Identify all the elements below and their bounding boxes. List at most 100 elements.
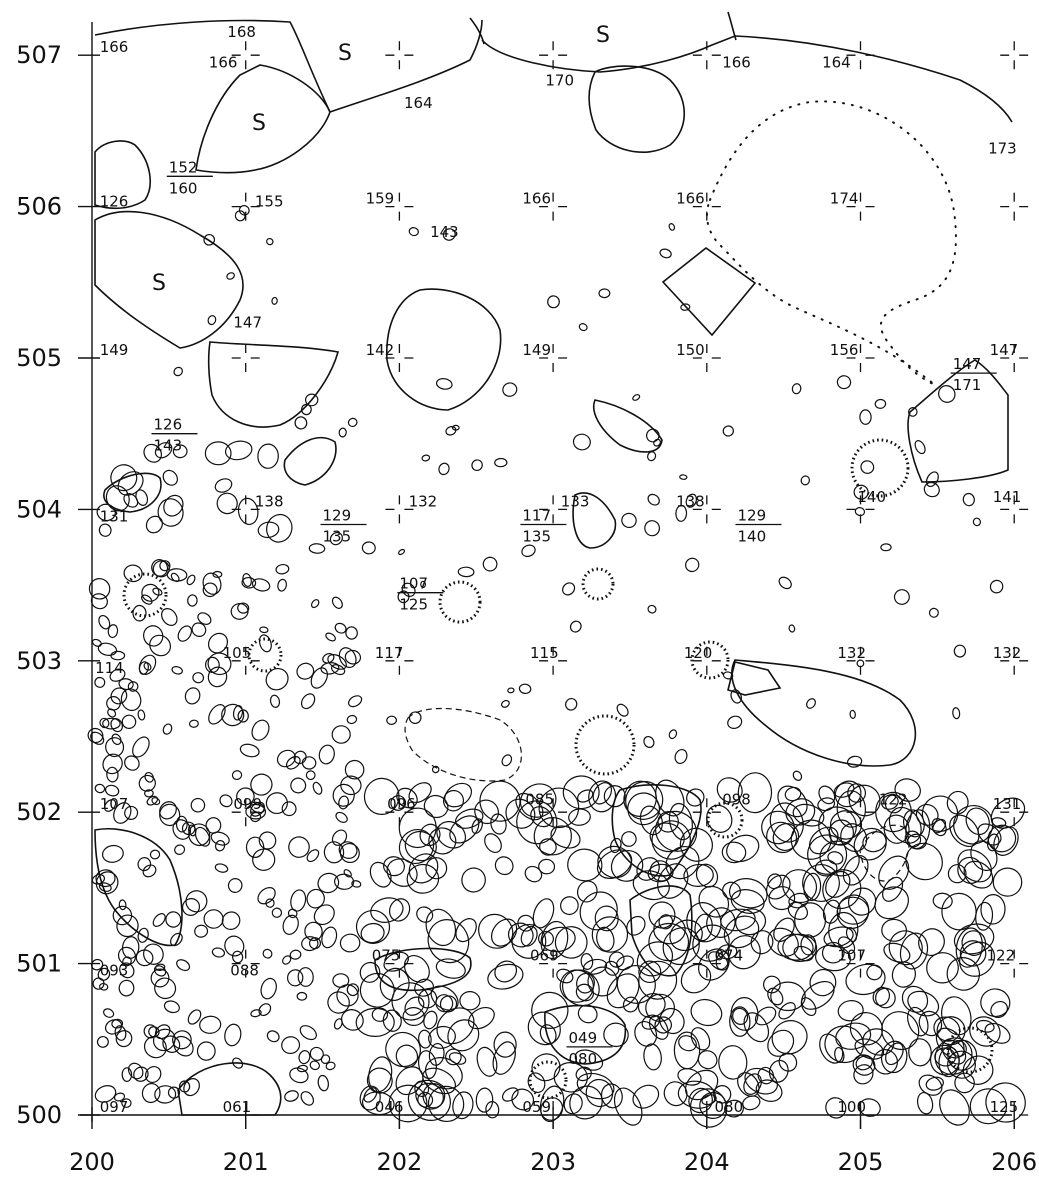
grid-cross <box>692 798 721 827</box>
elevation-label: 142 <box>366 341 395 359</box>
cobble <box>241 576 257 589</box>
cobble <box>331 596 343 609</box>
fraction-top: 126 <box>154 416 183 434</box>
cobble <box>679 827 713 862</box>
cobble <box>143 625 164 647</box>
cobble <box>969 1088 1008 1125</box>
cobble <box>144 1065 162 1084</box>
cobble <box>874 886 909 920</box>
cobble <box>947 864 967 884</box>
cobble <box>677 1068 702 1086</box>
cobble <box>825 870 851 898</box>
cobble <box>258 634 272 653</box>
cobble <box>163 1000 180 1014</box>
elevation-label: 085 <box>525 791 554 809</box>
stone-label-s: S <box>596 23 610 48</box>
cobble <box>716 777 743 803</box>
cobble <box>800 934 817 956</box>
cobble <box>436 1007 475 1045</box>
cobble <box>761 810 795 845</box>
y-tick-label: 507 <box>16 41 62 69</box>
cobble <box>143 1024 158 1039</box>
cobble <box>127 681 139 692</box>
cobble <box>637 993 666 1018</box>
cobble <box>447 1019 480 1052</box>
cobble <box>323 841 345 864</box>
cobble <box>118 899 127 911</box>
cobble <box>459 991 481 1011</box>
cobble <box>423 794 449 819</box>
cobble <box>282 914 299 935</box>
cobble <box>603 1022 629 1048</box>
cobble <box>655 779 685 817</box>
cobble <box>110 718 124 733</box>
cobble <box>294 416 308 430</box>
hatched-pit-4 <box>574 714 636 776</box>
stone-s-b <box>94 210 244 349</box>
cobble <box>853 1064 874 1085</box>
cobble <box>398 807 437 849</box>
cobble <box>204 656 220 673</box>
cobble <box>837 936 856 955</box>
cobble <box>975 1019 995 1033</box>
cobble <box>143 443 163 463</box>
elevation-label: 138 <box>255 492 284 510</box>
cobble <box>329 531 343 546</box>
special-features <box>122 100 994 1100</box>
cobble <box>596 926 615 952</box>
cobble <box>963 860 994 889</box>
stone-center-bottom <box>629 885 693 977</box>
cobble <box>188 823 211 847</box>
cobble <box>214 863 229 873</box>
cobble <box>207 652 232 676</box>
grid-cross <box>1000 495 1029 524</box>
elevation-label: 131 <box>993 795 1022 813</box>
cobble <box>144 771 154 783</box>
cobble <box>907 990 940 1017</box>
cobble <box>490 918 518 947</box>
cobble <box>949 814 980 847</box>
elevation-label: 097 <box>100 1098 129 1116</box>
cobble <box>346 714 358 725</box>
cobble <box>231 950 244 964</box>
elevation-label: 115 <box>530 644 559 662</box>
cobble <box>527 1072 546 1094</box>
cobble <box>285 756 301 770</box>
cobble <box>825 1097 847 1119</box>
cobble <box>266 237 274 246</box>
cobble <box>852 1054 876 1076</box>
fraction-bottom: 160 <box>169 179 198 197</box>
cobble <box>685 557 700 573</box>
cobble <box>824 1025 865 1064</box>
cobble <box>173 366 183 377</box>
cobble <box>173 1035 194 1057</box>
cobble <box>177 625 193 642</box>
elevation-label: 149 <box>522 341 551 359</box>
cobble <box>231 770 243 781</box>
cobble <box>598 288 611 299</box>
cobble <box>438 462 450 476</box>
cobble <box>708 951 729 971</box>
cobble <box>408 227 419 237</box>
cobble <box>90 731 105 745</box>
cobble <box>320 662 340 675</box>
cobble <box>359 961 381 983</box>
cobble <box>224 1023 242 1047</box>
cobble <box>594 905 619 932</box>
cobble <box>770 981 806 1012</box>
cobble <box>124 755 140 771</box>
cobble <box>793 945 814 962</box>
cobble <box>931 818 947 837</box>
cobble <box>427 1085 465 1123</box>
cobble <box>718 1045 748 1080</box>
cobble <box>258 831 277 850</box>
cobble <box>684 1069 719 1101</box>
fraction-top: 129 <box>323 507 352 525</box>
cobble <box>726 834 760 863</box>
cobble <box>104 784 120 797</box>
cobble <box>735 908 767 936</box>
dotted-outline <box>706 100 957 386</box>
cobble <box>398 828 435 865</box>
cobble <box>782 933 818 963</box>
cobble <box>183 1078 200 1097</box>
